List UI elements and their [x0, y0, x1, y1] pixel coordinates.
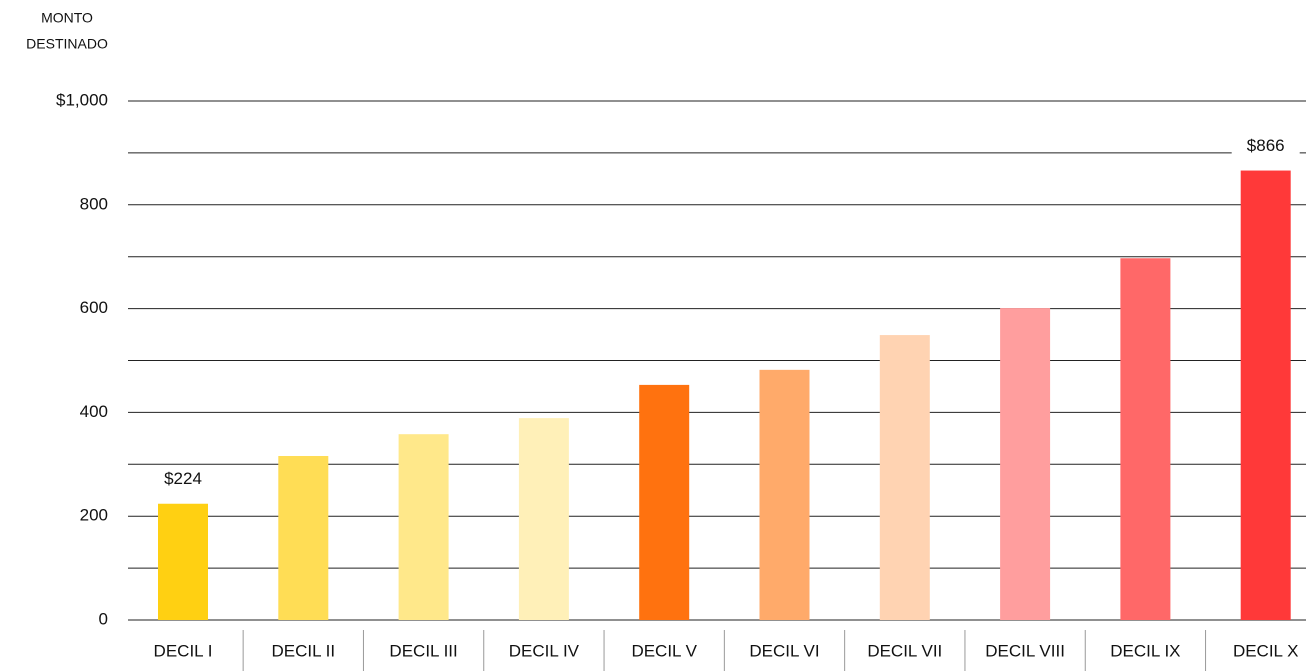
y-tick-label: 600 [80, 298, 108, 317]
bar [398, 434, 449, 620]
bar [1000, 308, 1051, 620]
y-tick-label: 800 [80, 194, 108, 213]
bar [278, 455, 329, 620]
bar [879, 335, 930, 620]
x-tick-label: DECIL VIII [985, 641, 1065, 660]
x-tick-label: DECIL V [631, 641, 697, 660]
value-label: $224 [164, 469, 202, 488]
y-tick-label: 200 [80, 506, 108, 525]
y-tick-label: $1,000 [56, 90, 108, 109]
bar [1120, 258, 1171, 620]
x-tick-label: DECIL IV [509, 641, 580, 660]
bar [518, 418, 569, 620]
y-axis-title: MONTO [41, 10, 93, 26]
value-label-bg [1231, 133, 1300, 160]
x-tick-label: DECIL VI [749, 641, 819, 660]
y-tick-label: 400 [80, 402, 108, 421]
value-label-bg [149, 466, 217, 493]
x-tick-label: DECIL III [389, 641, 457, 660]
bar [759, 369, 810, 620]
y-tick-label: 0 [99, 609, 108, 628]
bar [158, 503, 208, 620]
bar [1240, 170, 1291, 620]
bar [639, 384, 690, 620]
x-tick-label: DECIL IX [1110, 641, 1180, 660]
y-axis-title: DESTINADO [26, 36, 108, 52]
x-tick-label: DECIL X [1233, 641, 1299, 660]
x-tick-label: DECIL VII [867, 641, 942, 660]
value-label: $866 [1247, 136, 1285, 155]
x-tick-label: DECIL I [154, 641, 213, 660]
x-tick-label: DECIL II [271, 641, 335, 660]
